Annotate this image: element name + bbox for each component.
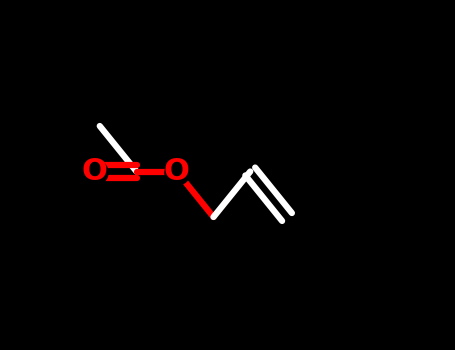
Text: O: O — [81, 157, 107, 186]
Text: O: O — [164, 157, 190, 186]
